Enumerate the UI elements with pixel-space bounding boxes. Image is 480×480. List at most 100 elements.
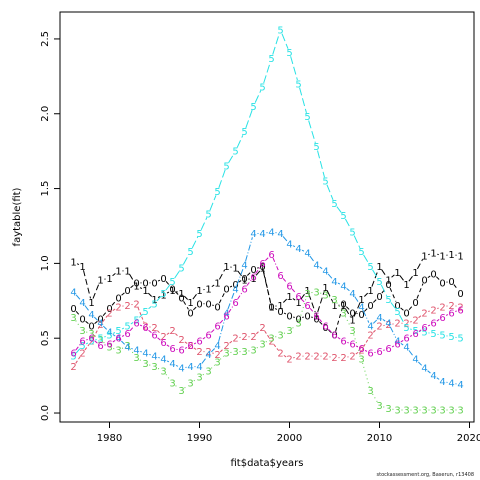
- series-2-point: 2: [304, 352, 310, 363]
- series-0-point: 0: [448, 277, 454, 288]
- series-0-point: 0: [358, 310, 364, 321]
- series-5-point: 5: [79, 341, 85, 352]
- series-2-segment: [112, 308, 116, 311]
- series-0-segment: [318, 321, 324, 326]
- series-5-point: 5: [70, 352, 76, 363]
- series-2-point: 2: [205, 347, 211, 358]
- series-5-point: 5: [196, 229, 202, 240]
- series-0-point: 0: [331, 331, 337, 342]
- series-1-point: 1: [115, 266, 121, 277]
- series-6-segment: [445, 314, 449, 316]
- series-1-point: 1: [106, 274, 112, 285]
- series-0-segment: [372, 298, 378, 303]
- series-2-point: 2: [313, 352, 319, 363]
- series-1-segment: [353, 302, 361, 317]
- series-2-segment: [137, 307, 145, 323]
- series-5-segment: [281, 33, 289, 49]
- series-2-segment: [264, 330, 270, 339]
- series-4-segment: [382, 319, 386, 322]
- series-1-point: 1: [214, 278, 220, 289]
- series-1-segment: [237, 270, 243, 277]
- series-6-point: 6: [349, 340, 355, 351]
- series-6-point: 6: [322, 322, 328, 333]
- series-5-point: 5: [115, 326, 121, 337]
- series-4-segment: [112, 334, 116, 337]
- series-2-segment: [193, 347, 197, 350]
- series-2-point: 2: [223, 341, 229, 352]
- series-1-point: 1: [286, 292, 292, 303]
- series-2-point: 2: [430, 305, 436, 316]
- series-6-point: 6: [259, 259, 265, 270]
- series-6-segment: [237, 291, 243, 300]
- series-1-point: 1: [241, 275, 247, 286]
- series-1-segment: [218, 269, 226, 280]
- series-5-segment: [390, 302, 396, 309]
- series-3-segment: [256, 345, 260, 349]
- series-3-point: 3: [142, 359, 148, 370]
- series-3-segment: [184, 385, 188, 389]
- series-2-point: 2: [448, 301, 454, 312]
- series-2-point: 2: [151, 323, 157, 334]
- series-6-point: 6: [133, 319, 139, 330]
- series-1-point: 1: [376, 262, 382, 273]
- series-3-point: 3: [457, 406, 463, 417]
- series-1-point: 1: [385, 275, 391, 286]
- series-3-point: 3: [385, 404, 391, 415]
- series-2-segment: [84, 344, 90, 351]
- series-2-point: 2: [232, 334, 238, 345]
- series-3-point: 3: [367, 386, 373, 397]
- series-6-point: 6: [160, 338, 166, 349]
- series-2-point: 2: [349, 352, 355, 363]
- series-5-point: 5: [259, 82, 265, 93]
- series-0-segment: [102, 310, 108, 317]
- series-0-segment: [274, 308, 278, 310]
- series-6-point: 6: [196, 337, 202, 348]
- series-3-point: 3: [196, 373, 202, 384]
- series-4-point: 4: [313, 260, 319, 271]
- series-3-point: 3: [115, 346, 121, 357]
- series-5-segment: [336, 206, 342, 213]
- series-0-segment: [75, 310, 81, 317]
- series-2-segment: [229, 340, 233, 344]
- series-4-segment: [227, 292, 235, 310]
- series-5-point: 5: [430, 329, 436, 340]
- series-0-point: 0: [241, 274, 247, 285]
- series-3-segment: [219, 355, 225, 360]
- series-5-segment: [218, 169, 226, 188]
- series-6-point: 6: [430, 319, 436, 330]
- series-2-point: 2: [331, 353, 337, 364]
- series-4-point: 4: [133, 346, 139, 357]
- series-1-point: 1: [268, 302, 274, 313]
- series-4-point: 4: [88, 310, 94, 321]
- series-0-point: 0: [349, 308, 355, 319]
- series-1-segment: [147, 292, 153, 297]
- series-1-point: 1: [367, 286, 373, 297]
- series-1-point: 1: [439, 251, 445, 262]
- series-2-segment: [219, 348, 225, 353]
- series-6-segment: [246, 279, 252, 286]
- series-5-point: 5: [223, 162, 229, 173]
- y-tick-label: 2.5: [40, 31, 51, 47]
- series-5-point: 5: [358, 247, 364, 258]
- series-5-segment: [398, 314, 406, 325]
- series-2-point: 2: [178, 335, 184, 346]
- series-6-point: 6: [403, 334, 409, 345]
- series-4-segment: [408, 350, 414, 357]
- series-3-segment: [210, 364, 216, 369]
- series-2-point: 2: [268, 337, 274, 348]
- series-4-segment: [201, 357, 207, 364]
- series-6-segment: [264, 256, 270, 261]
- series-5-segment: [245, 109, 253, 129]
- series-2-segment: [418, 314, 422, 319]
- series-4-point: 4: [79, 298, 85, 309]
- series-1-point: 1: [142, 286, 148, 297]
- series-4-segment: [210, 348, 216, 353]
- series-3-point: 3: [358, 355, 364, 366]
- series-0-point: 0: [457, 289, 463, 300]
- series-5-point: 5: [241, 127, 247, 138]
- series-4-point: 4: [196, 362, 202, 373]
- series-1-segment: [345, 308, 351, 318]
- series-6-segment: [282, 278, 288, 284]
